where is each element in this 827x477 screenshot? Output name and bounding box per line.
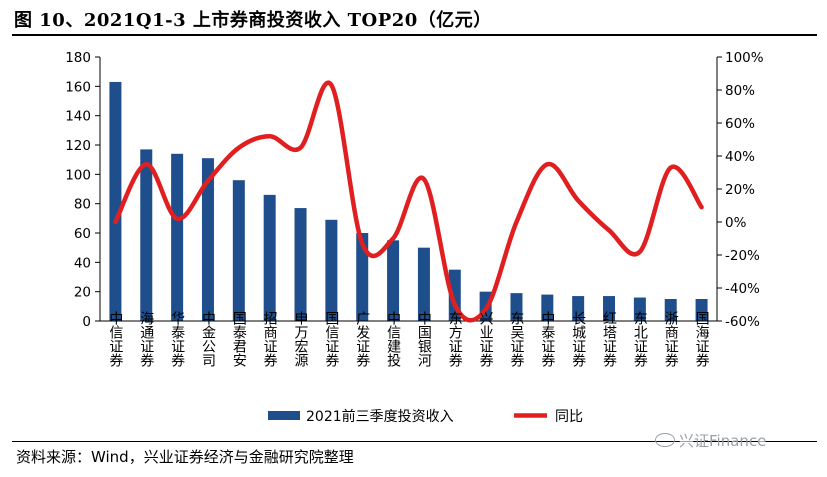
left-tick-label: 140 (65, 109, 91, 125)
category-label: 广发证券 (354, 311, 370, 368)
right-axis: -60% -40% -20% 0% 20% 40% 60% 80% 100% (716, 50, 764, 330)
category-label: 中金公司 (200, 311, 216, 367)
right-tick-label: -20% (725, 248, 760, 264)
bar (695, 299, 708, 321)
category-label: 浙商证券 (663, 311, 679, 368)
category-label: 海通证券 (138, 311, 154, 368)
category-label: 兴业证券 (478, 311, 494, 368)
chart-title: 图 10、2021Q1-3 上市券商投资收入 TOP20（亿元） (14, 10, 492, 31)
category-label: 国信证券 (323, 311, 339, 368)
bar (633, 297, 646, 321)
right-tick-label: -60% (725, 314, 760, 330)
bar (232, 180, 245, 321)
category-label: 东北证券 (632, 311, 648, 368)
left-axis: 0 20 40 60 80 100 120 140 160 180 (65, 50, 101, 330)
left-tick-label: 80 (74, 197, 91, 213)
bar (541, 294, 554, 321)
category-label: 国海证券 (694, 311, 710, 368)
left-tick-label: 20 (74, 285, 91, 301)
right-tick-label: 40% (725, 149, 755, 165)
bar (603, 296, 616, 321)
category-label: 中信建投 (385, 311, 401, 368)
bar (510, 293, 523, 321)
bar (325, 219, 338, 321)
footer-rule (12, 441, 817, 442)
right-tick-label: 0% (725, 215, 747, 231)
watermark-text: 兴证Finance (679, 432, 767, 450)
category-label: 长城证券 (570, 311, 586, 368)
bar (201, 158, 214, 321)
left-tick-label: 60 (74, 226, 91, 242)
bar (572, 296, 585, 321)
watermark: 兴证Finance (655, 430, 766, 451)
right-tick-label: -40% (725, 281, 760, 297)
bar (109, 81, 122, 321)
bar (417, 247, 430, 321)
bar (263, 194, 276, 321)
right-tick-label: 60% (725, 116, 755, 132)
left-tick-label: 40 (74, 255, 91, 271)
category-label: 国泰君安 (231, 311, 247, 367)
wechat-icon (655, 433, 675, 447)
bar (387, 240, 400, 321)
title-rule (12, 34, 817, 36)
right-tick-label: 80% (725, 83, 755, 99)
right-tick-label: 20% (725, 182, 755, 198)
left-tick-label: 100 (65, 167, 91, 183)
category-label: 红塔证券 (601, 311, 617, 368)
legend-line-label: 同比 (555, 409, 583, 425)
category-label: 中信证券 (107, 311, 123, 368)
bar-series (100, 81, 717, 322)
category-label: 申万宏源 (293, 311, 309, 367)
category-label: 东方证券 (447, 311, 463, 368)
line-series (113, 80, 704, 323)
right-tick-label: 100% (725, 50, 764, 66)
source-note: 资料来源：Wind，兴业证券经济与金融研究院整理 (16, 448, 354, 466)
category-label: 中国银河 (416, 311, 432, 367)
category-label: 华泰证券 (169, 311, 185, 368)
yoy-line (113, 80, 704, 323)
bar (356, 233, 369, 321)
category-labels: 中信证券 海通证券 华泰证券 中金公司 国泰君安 招商证券 申万宏源 国信证券 广发证券 中信建投… (107, 311, 709, 368)
left-tick-label: 120 (65, 138, 91, 154)
left-tick-label: 0 (82, 314, 91, 330)
legend-bar-label: 2021前三季度投资收入 (306, 408, 454, 425)
legend-bar-swatch (268, 411, 300, 420)
legend: 2021前三季度投资收入 同比 (268, 408, 583, 425)
bar (171, 153, 184, 321)
category-label: 招商证券 (262, 311, 278, 368)
category-label: 东吴证券 (508, 311, 524, 368)
left-tick-label: 160 (65, 79, 91, 95)
bar (664, 299, 677, 321)
bar (294, 208, 307, 321)
category-label: 中泰证券 (539, 311, 555, 368)
left-tick-label: 180 (65, 50, 91, 66)
bar (140, 149, 153, 321)
